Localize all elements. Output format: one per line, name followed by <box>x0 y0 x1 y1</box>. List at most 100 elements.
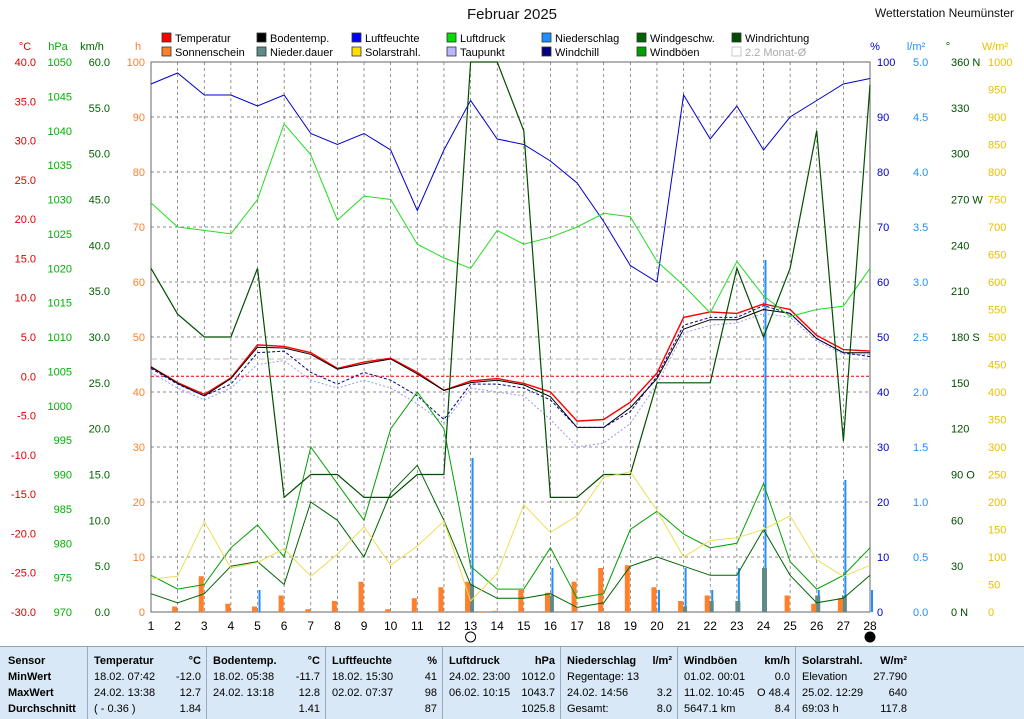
bar-sonnenschein <box>305 609 311 612</box>
temp-tick-label: -10.0 <box>11 450 36 462</box>
humidity-tick-label: 20 <box>877 497 889 509</box>
bar-sonnenschein <box>837 598 843 612</box>
humidity-tick-label: 90 <box>877 112 889 124</box>
pressure-tick-label: 1000 <box>48 401 72 413</box>
x-tick-label: 1 <box>148 619 155 633</box>
stats-cell-row: 18.02. 05:38 -11.7 <box>213 671 320 687</box>
humidity-tick-label: 40 <box>877 387 889 399</box>
stats-column-unit: °C <box>188 655 201 667</box>
stats-cell-row: 1025.8 <box>449 703 555 719</box>
pressure-tick-label: 970 <box>54 607 72 619</box>
legend-label: Taupunkt <box>460 47 505 59</box>
bar-niederschlag <box>871 590 873 612</box>
bar-niederschlag <box>844 480 847 612</box>
wind-tick-label: 25.0 <box>89 378 110 390</box>
x-tick-label: 7 <box>307 619 314 633</box>
stats-cell-value: O 48.4 <box>756 687 790 699</box>
bar-niederschlag <box>764 260 767 612</box>
x-tick-label: 15 <box>517 619 531 633</box>
stats-column-header: Solarstrahl. W/m² <box>802 655 907 667</box>
rain-tick-label: 1.5 <box>913 442 928 454</box>
series-line-windben <box>150 391 871 599</box>
humidity-tick-label: 0 <box>877 607 883 619</box>
rain-tick-label: 3.0 <box>913 277 928 289</box>
wind-tick-label: 45.0 <box>89 195 110 207</box>
bar-sonnenschein <box>278 595 284 612</box>
legend-swatch <box>161 46 172 57</box>
statistics-table: Sensor MinWert MaxWert Durchschnitt Temperat… <box>0 646 1024 719</box>
stats-cell-value: 1.41 <box>298 703 320 715</box>
wind-tick-label: 35.0 <box>89 286 110 298</box>
stats-cell-label: 18.02. 07:42 <box>94 671 156 683</box>
hours-tick-label: 90 <box>133 112 145 124</box>
stats-cell-value: 1043.7 <box>521 687 555 699</box>
weather-chart: 40.035.030.025.020.015.010.05.00.0-5.0-1… <box>11 32 1012 643</box>
x-tick-label: 17 <box>570 619 584 633</box>
temp-tick-label: -30.0 <box>11 607 36 619</box>
bar-sonnenschein <box>358 581 364 612</box>
axis-unit-label: l/m² <box>907 41 926 53</box>
stats-row-label: MaxWert <box>8 687 54 699</box>
stats-column-unit: °C <box>307 655 320 667</box>
stats-column-header: Luftdruck hPa <box>449 655 555 667</box>
direction-tick-label: 90 O <box>951 470 975 482</box>
legend-swatch <box>351 46 362 57</box>
x-tick-label: 12 <box>437 619 451 633</box>
series-line-luftdruck <box>150 122 871 317</box>
rain-tick-label: 1.0 <box>913 497 928 509</box>
rain-tick-label: 5.0 <box>913 57 928 69</box>
stats-cell-value: 117.8 <box>880 703 907 715</box>
x-tick-label: 28 <box>863 619 877 633</box>
humidity-tick-label: 10 <box>877 552 889 564</box>
x-tick-label: 14 <box>491 619 505 633</box>
stats-cell-value: 1012.0 <box>521 671 555 683</box>
direction-tick-label: 180 S <box>951 332 980 344</box>
direction-tick-label: 60 <box>951 515 963 527</box>
solar-tick-label: 700 <box>988 222 1006 234</box>
bar-niederdauer <box>761 568 767 612</box>
axis-unit-label: h <box>135 41 141 53</box>
legend-label: Sonnenschein <box>175 47 245 59</box>
stats-cell-value: 41 <box>424 671 437 683</box>
x-tick-label: 8 <box>334 619 341 633</box>
axis-unit-label: km/h <box>80 41 104 53</box>
x-tick-label: 22 <box>704 619 718 633</box>
bar-sonnenschein <box>624 565 630 612</box>
solar-tick-label: 50 <box>988 580 1000 592</box>
stats-column-unit: hPa <box>534 655 555 667</box>
x-tick-label: 13 <box>464 619 478 633</box>
solar-tick-label: 300 <box>988 442 1006 454</box>
stats-cell-label: 02.02. 07:37 <box>332 687 394 699</box>
direction-tick-label: 300 <box>951 149 969 161</box>
stats-column-unit: l/m² <box>652 655 672 667</box>
x-tick-label: 11 <box>411 619 424 633</box>
stats-cell-row: 24.02. 13:38 12.7 <box>94 687 201 703</box>
direction-tick-label: 210 <box>951 286 969 298</box>
stats-cell-value: 8.0 <box>656 703 672 715</box>
legend-label: Windböen <box>650 47 700 59</box>
legend-swatch <box>636 46 647 57</box>
solar-tick-label: 500 <box>988 332 1006 344</box>
hours-tick-label: 80 <box>133 167 145 179</box>
stats-column-header: Temperatur °C <box>94 655 201 667</box>
legend-swatch <box>636 32 647 43</box>
solar-tick-label: 550 <box>988 305 1006 317</box>
bar-niederschlag <box>657 590 660 612</box>
stats-cell-row: 25.02. 12:29 640 <box>802 687 907 703</box>
stats-cell-label: 18.02. 15:30 <box>332 671 394 683</box>
bar-sonnenschein <box>518 590 524 612</box>
stats-cell-label: ( - 0.36 ) <box>94 703 136 715</box>
stats-cell-label: 24.02. 13:38 <box>94 687 156 699</box>
wind-tick-label: 10.0 <box>89 515 110 527</box>
stats-row-label: Durchschnitt <box>8 703 76 715</box>
direction-tick-label: 0 N <box>951 607 968 619</box>
bar-sonnenschein <box>651 587 657 612</box>
wind-tick-label: 0.0 <box>95 607 110 619</box>
wind-tick-label: 30.0 <box>89 332 110 344</box>
stats-row-label: MinWert <box>8 671 52 683</box>
humidity-tick-label: 60 <box>877 277 889 289</box>
full-moon-icon <box>864 631 876 643</box>
solar-tick-label: 1000 <box>988 57 1012 69</box>
stats-cell-label: 01.02. 00:01 <box>684 671 746 683</box>
stats-column-unit: km/h <box>764 655 790 667</box>
